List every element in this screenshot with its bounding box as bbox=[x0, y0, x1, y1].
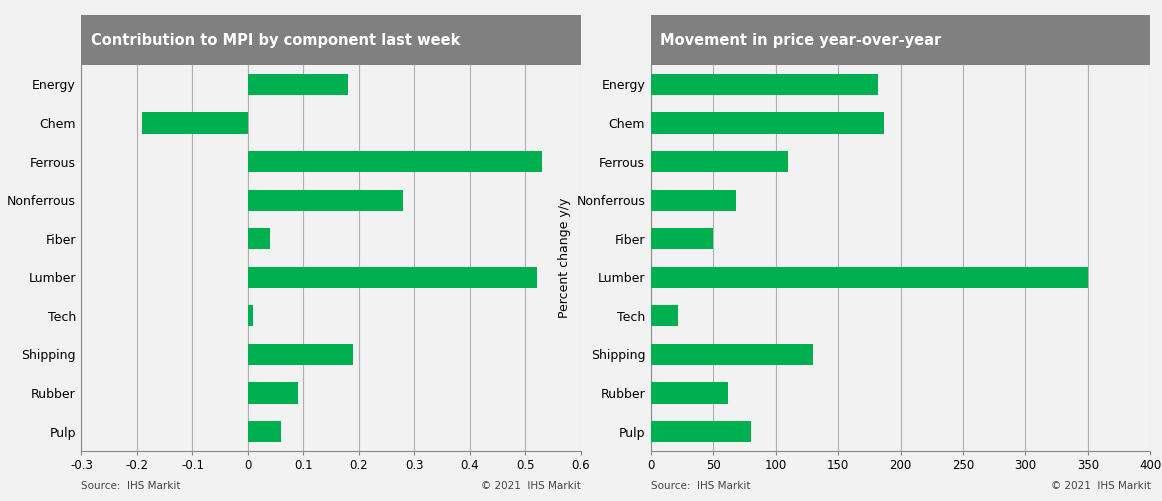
Bar bbox=[248, 74, 347, 95]
Bar bbox=[248, 189, 403, 211]
Bar bbox=[651, 189, 736, 211]
Text: Contribution to MPI by component last week: Contribution to MPI by component last we… bbox=[91, 33, 460, 48]
Bar bbox=[248, 267, 537, 288]
Text: Movement in price year-over-year: Movement in price year-over-year bbox=[660, 33, 941, 48]
Bar bbox=[143, 112, 248, 134]
Bar bbox=[248, 421, 281, 442]
Bar bbox=[651, 267, 1088, 288]
Bar bbox=[248, 151, 543, 172]
Y-axis label: Percent change: Percent change bbox=[0, 209, 1, 307]
Bar bbox=[651, 228, 713, 249]
Text: Source:  IHS Markit: Source: IHS Markit bbox=[651, 481, 751, 491]
Text: © 2021  IHS Markit: © 2021 IHS Markit bbox=[1050, 481, 1150, 491]
Bar bbox=[651, 74, 878, 95]
Bar bbox=[651, 382, 729, 404]
Bar bbox=[248, 382, 297, 404]
Text: © 2021  IHS Markit: © 2021 IHS Markit bbox=[481, 481, 581, 491]
Bar bbox=[651, 421, 751, 442]
Bar bbox=[248, 228, 270, 249]
Bar bbox=[248, 344, 353, 365]
Text: Source:  IHS Markit: Source: IHS Markit bbox=[81, 481, 181, 491]
Bar bbox=[651, 112, 884, 134]
Bar bbox=[651, 151, 788, 172]
Bar bbox=[651, 305, 679, 327]
Bar bbox=[651, 344, 813, 365]
Bar bbox=[248, 305, 253, 327]
Y-axis label: Percent change y/y: Percent change y/y bbox=[558, 198, 571, 318]
